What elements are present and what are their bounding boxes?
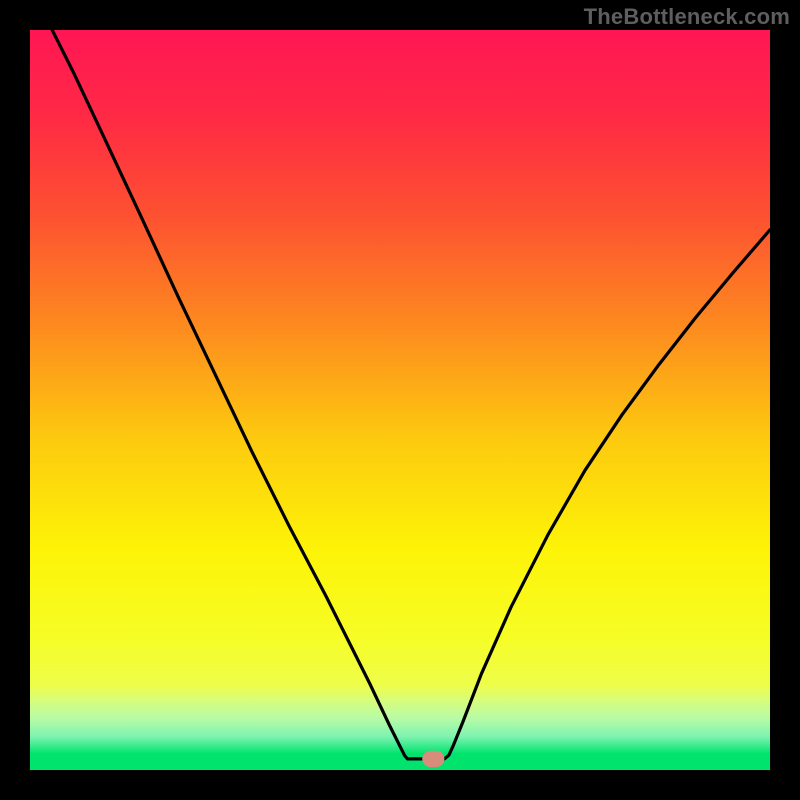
- dip-marker: [422, 751, 444, 767]
- bottleneck-chart: [0, 0, 800, 800]
- plot-background: [30, 30, 770, 770]
- watermark-text: TheBottleneck.com: [584, 4, 790, 30]
- bottom-band: [30, 754, 770, 770]
